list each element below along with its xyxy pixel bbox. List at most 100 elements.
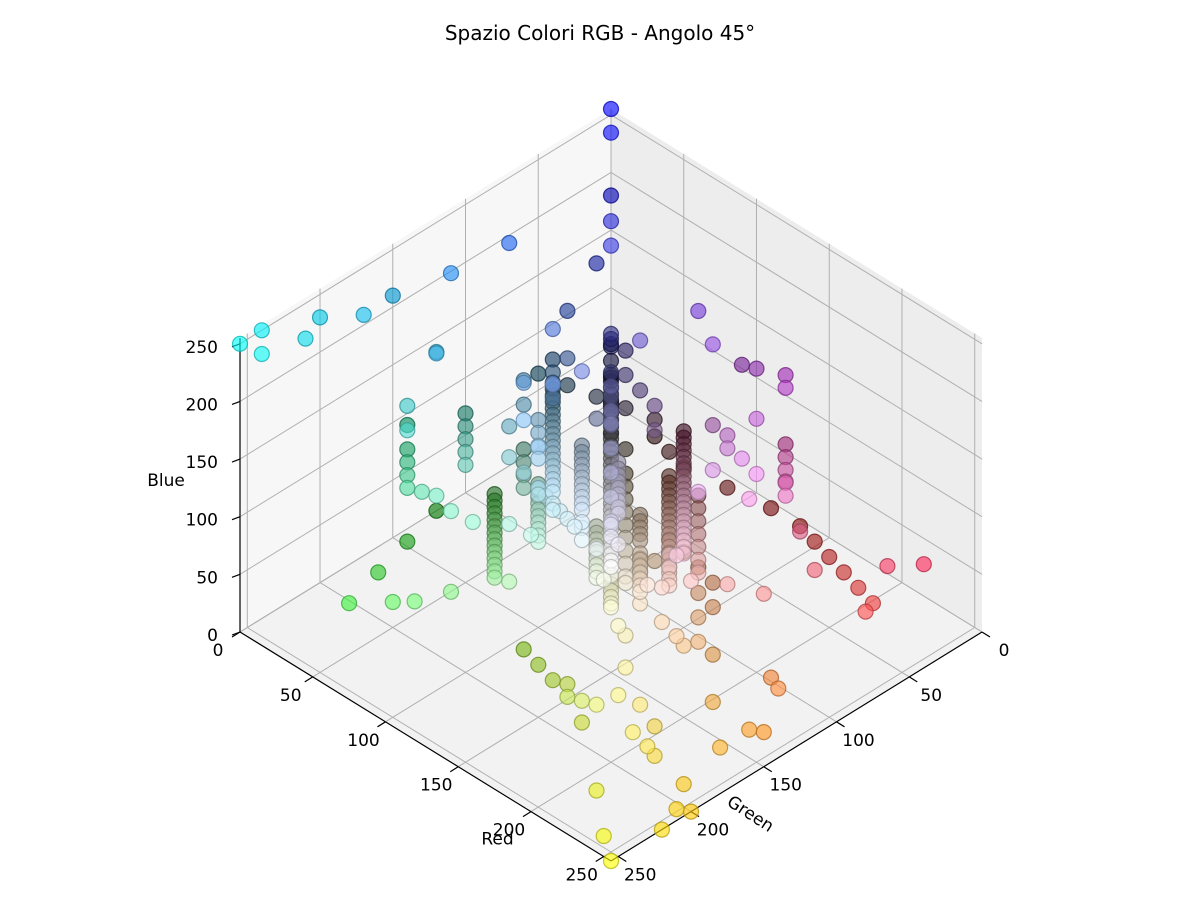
- data-point: [646, 422, 663, 439]
- data-point: [631, 382, 649, 399]
- grid-blue-left: [239, 114, 612, 345]
- data-point: [530, 656, 547, 673]
- data-point: [602, 237, 620, 254]
- data-point: [653, 821, 671, 838]
- data-point: [544, 672, 561, 689]
- data-point: [777, 487, 794, 504]
- data-point: [501, 515, 518, 533]
- data-point: [297, 330, 314, 347]
- data-point: [559, 302, 576, 319]
- data-point: [501, 449, 518, 466]
- data-point: [748, 465, 765, 483]
- data-point: [748, 360, 765, 377]
- blue-tick-mark: [231, 631, 241, 636]
- grid-blue-right: [610, 114, 983, 345]
- grid-blue-left: [239, 229, 612, 460]
- data-point: [704, 598, 721, 616]
- data-point: [355, 306, 372, 323]
- data-point: [639, 576, 656, 594]
- data-point: [668, 627, 685, 645]
- data-point: [719, 440, 736, 457]
- red-tick-mark: [377, 721, 386, 728]
- blue-tick-label: 200: [186, 395, 218, 415]
- blue-tick-label: 250: [186, 338, 218, 358]
- data-point: [559, 377, 576, 394]
- data-point: [231, 335, 249, 352]
- data-point: [762, 500, 780, 517]
- data-point: [399, 422, 416, 439]
- red-tick-mark: [449, 766, 459, 773]
- data-point: [704, 574, 721, 591]
- data-point: [588, 388, 605, 405]
- data-point: [617, 342, 634, 359]
- data-point: [821, 548, 838, 566]
- data-point: [602, 325, 620, 342]
- data-point: [915, 556, 932, 573]
- data-point: [690, 302, 707, 320]
- data-point: [646, 552, 663, 570]
- red-axis-line: [239, 631, 612, 862]
- data-point: [624, 724, 641, 741]
- data-point: [253, 345, 270, 363]
- blue-tick-label: 0: [207, 626, 218, 646]
- green-tick-label: 100: [842, 731, 874, 751]
- data-point: [588, 410, 605, 427]
- red-tick-label: 150: [420, 776, 452, 796]
- data-point: [515, 374, 532, 391]
- data-point: [748, 410, 765, 427]
- grid-green-floor: [319, 582, 692, 813]
- grid-green-floor: [247, 627, 619, 857]
- data-point: [777, 379, 794, 396]
- blue-tick-label: 100: [186, 511, 218, 531]
- data-point: [515, 464, 532, 481]
- data-point: [646, 397, 663, 414]
- data-point: [588, 255, 605, 272]
- data-point: [595, 571, 612, 588]
- data-point: [573, 714, 591, 731]
- data-point: [566, 518, 583, 535]
- blue-tick-mark: [231, 458, 241, 463]
- data-point: [791, 523, 809, 540]
- data-point: [573, 692, 591, 709]
- data-point: [711, 739, 729, 756]
- green-axis-line: [610, 631, 983, 862]
- data-point: [341, 595, 358, 612]
- green-tick-mark: [617, 856, 627, 863]
- data-point: [610, 686, 627, 704]
- data-point: [704, 336, 721, 353]
- data-points: [231, 100, 932, 870]
- data-point: [879, 557, 896, 575]
- data-point: [741, 721, 758, 738]
- data-point: [573, 531, 591, 549]
- data-point: [617, 574, 634, 592]
- grid-blue-left: [239, 171, 612, 402]
- data-point: [602, 364, 620, 381]
- data-point: [755, 585, 772, 602]
- red-tick-label: 100: [347, 731, 379, 751]
- data-point: [602, 124, 620, 141]
- green-axis-label: Green: [723, 792, 777, 837]
- green-tick-label: 0: [999, 641, 1010, 661]
- data-point: [588, 782, 605, 799]
- data-point: [741, 490, 758, 508]
- grid-blue-right: [610, 171, 983, 402]
- green-tick-label: 150: [770, 776, 802, 796]
- green-tick-mark: [908, 676, 918, 683]
- data-point: [602, 187, 620, 204]
- blue-tick-label: 50: [196, 568, 218, 588]
- data-point: [690, 609, 707, 626]
- grid-green-floor: [392, 537, 765, 768]
- data-point: [544, 501, 561, 518]
- data-point: [501, 234, 518, 252]
- data-point: [704, 462, 721, 479]
- green-tick-label: 250: [624, 866, 656, 886]
- data-point: [573, 363, 591, 380]
- data-point: [559, 688, 576, 706]
- data-point: [733, 450, 751, 467]
- data-point: [544, 320, 561, 338]
- data-point: [370, 564, 387, 581]
- red-tick-mark: [522, 811, 532, 818]
- red-tick-label: 0: [213, 641, 224, 661]
